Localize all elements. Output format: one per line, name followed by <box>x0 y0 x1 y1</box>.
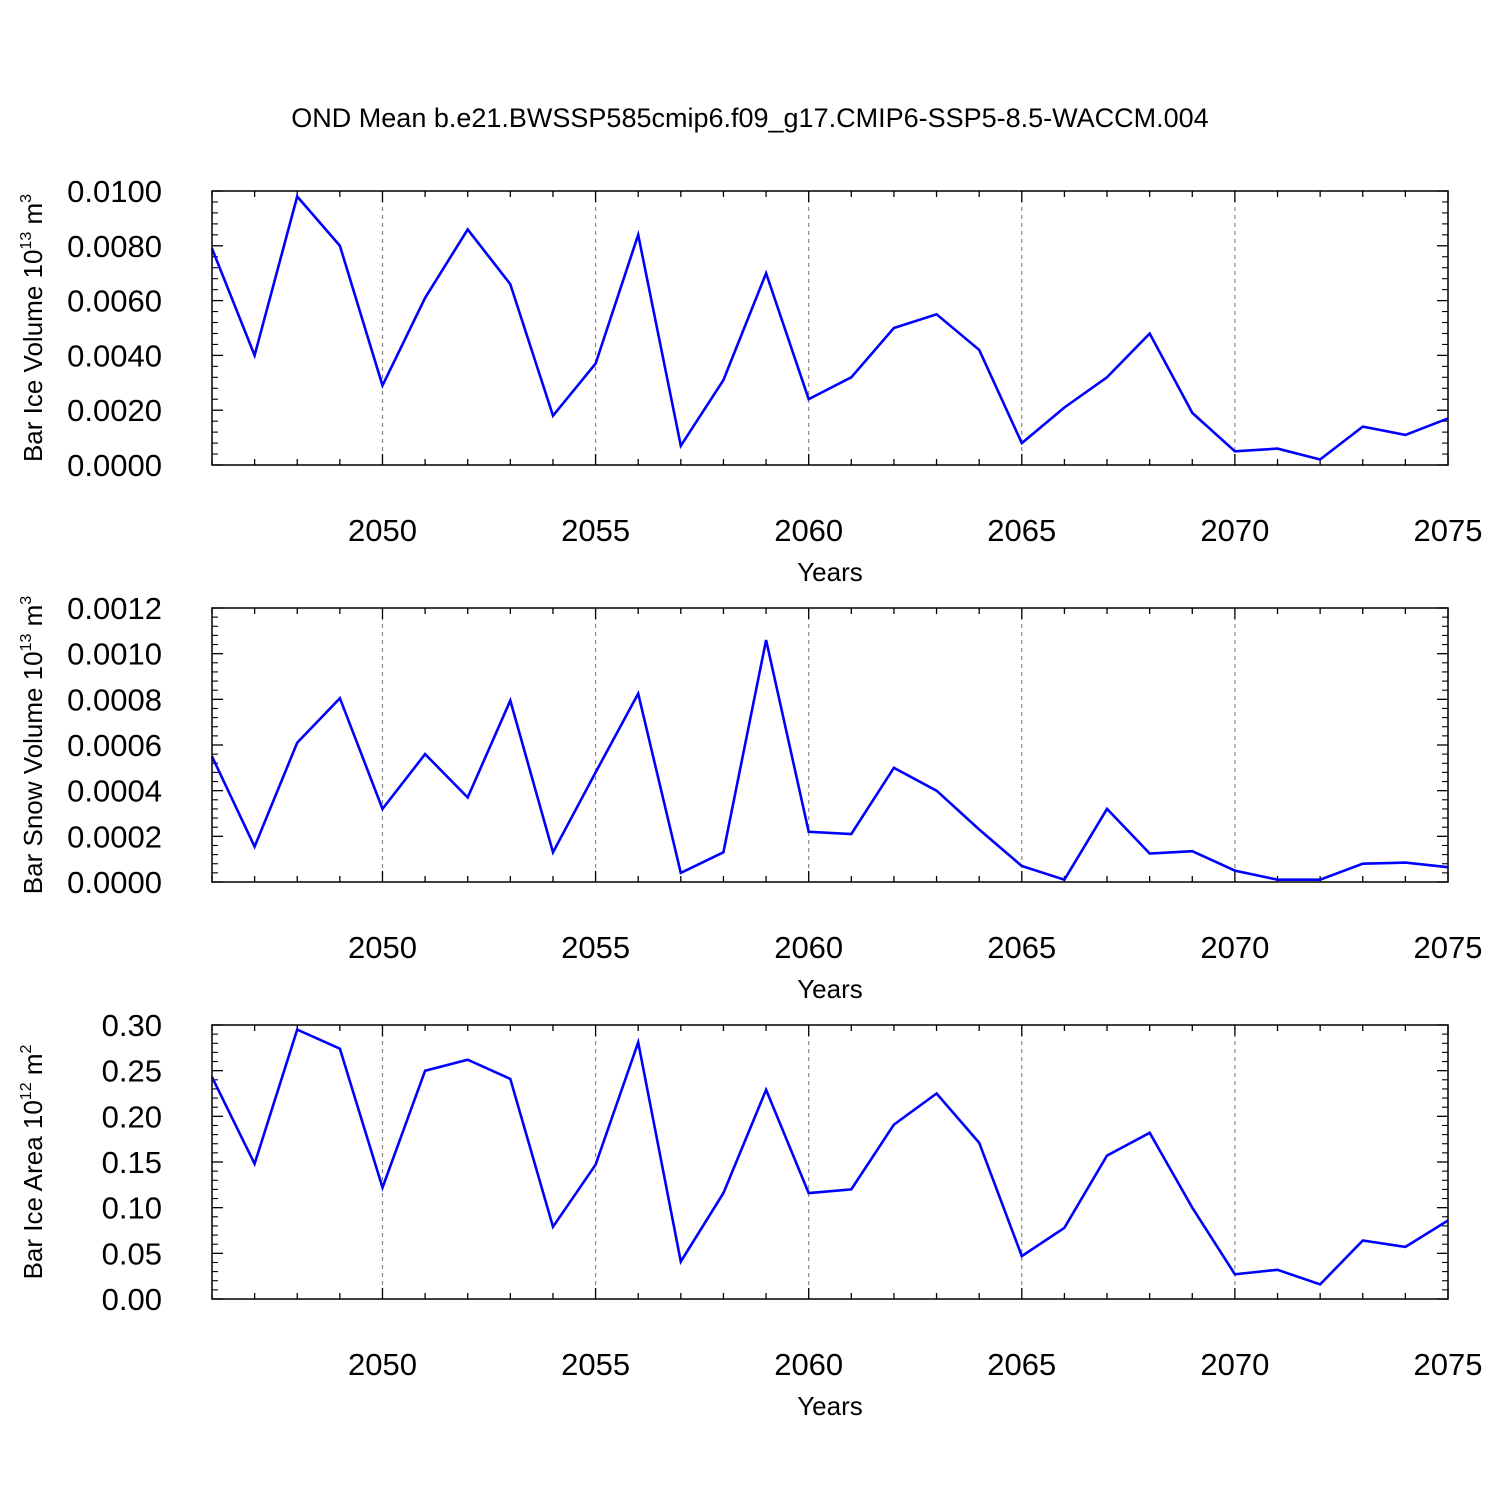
x-tick-label: 2050 <box>348 930 417 965</box>
y-tick-label: 0.0000 <box>67 448 162 483</box>
x-tick-label: 2075 <box>1414 930 1483 965</box>
figure-title: OND Mean b.e21.BWSSP585cmip6.f09_g17.CMI… <box>291 103 1208 133</box>
plot-frame <box>211 190 1449 466</box>
y-tick-label: 0.0002 <box>67 819 162 854</box>
y-axis-label: Bar Ice Area 1012 m2 <box>18 1044 48 1279</box>
y-tick-label: 0.0006 <box>67 728 162 763</box>
y-tick-label: 0.0040 <box>67 338 162 373</box>
y-tick-label: 0.0020 <box>67 393 162 428</box>
panel-snow-volume: 0.0000 0.0002 0.0004 0.0006 0.0008 0.0010 0.00… <box>18 591 1482 1004</box>
chart-panels: 0.0000 0.0020 0.0040 0.0060 0.0080 0.0100 2050… <box>18 174 1482 1421</box>
y-axis-label: Bar Ice Volume 1013 m3 <box>18 194 48 462</box>
series-line <box>210 1027 1449 1286</box>
series-line <box>210 193 1449 461</box>
y-tick-label: 0.0008 <box>67 682 162 717</box>
x-tick-label: 2055 <box>561 513 630 548</box>
x-tick-label: 2065 <box>987 513 1056 548</box>
x-tick-label: 2050 <box>348 1347 417 1382</box>
x-tick-label: 2070 <box>1200 1347 1269 1382</box>
x-tick-label: 2075 <box>1414 513 1483 548</box>
y-tick-label: 0.30 <box>102 1008 162 1043</box>
y-tick-label: 0.0100 <box>67 174 162 209</box>
series-line <box>210 639 1449 882</box>
x-tick-label: 2065 <box>987 930 1056 965</box>
x-tick-label: 2060 <box>774 930 843 965</box>
y-tick-label: 0.0080 <box>67 229 162 264</box>
y-tick-label: 0.05 <box>102 1236 162 1271</box>
x-tick-label: 2075 <box>1414 1347 1483 1382</box>
plot-frame <box>211 607 1449 883</box>
x-tick-label: 2055 <box>561 1347 630 1382</box>
x-axis-label: Years <box>797 557 863 587</box>
plot-frame <box>211 1024 1449 1300</box>
y-tick-label: 0.15 <box>102 1145 162 1180</box>
y-axis-label: Bar Snow Volume 1013 m3 <box>18 596 48 895</box>
panel-ice-volume: 0.0000 0.0020 0.0040 0.0060 0.0080 0.0100 2050… <box>18 174 1482 587</box>
y-tick-label: 0.0004 <box>67 774 162 809</box>
x-tick-label: 2060 <box>774 513 843 548</box>
x-tick-label: 2065 <box>987 1347 1056 1382</box>
x-tick-label: 2055 <box>561 930 630 965</box>
y-tick-label: 0.0000 <box>67 865 162 900</box>
y-tick-label: 0.10 <box>102 1191 162 1226</box>
panel-ice-area: 0.00 0.05 0.10 0.15 0.20 0.25 0.30 2050 2055 2060… <box>18 1008 1482 1421</box>
y-tick-label: 0.25 <box>102 1054 162 1089</box>
x-axis-label: Years <box>797 974 863 1004</box>
x-axis-label: Years <box>797 1391 863 1421</box>
y-tick-label: 0.00 <box>102 1282 162 1317</box>
x-tick-label: 2050 <box>348 513 417 548</box>
x-tick-label: 2070 <box>1200 930 1269 965</box>
x-tick-label: 2060 <box>774 1347 843 1382</box>
y-tick-label: 0.0060 <box>67 284 162 319</box>
x-tick-label: 2070 <box>1200 513 1269 548</box>
y-tick-label: 0.20 <box>102 1099 162 1134</box>
y-tick-label: 0.0012 <box>67 591 162 626</box>
y-tick-label: 0.0010 <box>67 637 162 672</box>
